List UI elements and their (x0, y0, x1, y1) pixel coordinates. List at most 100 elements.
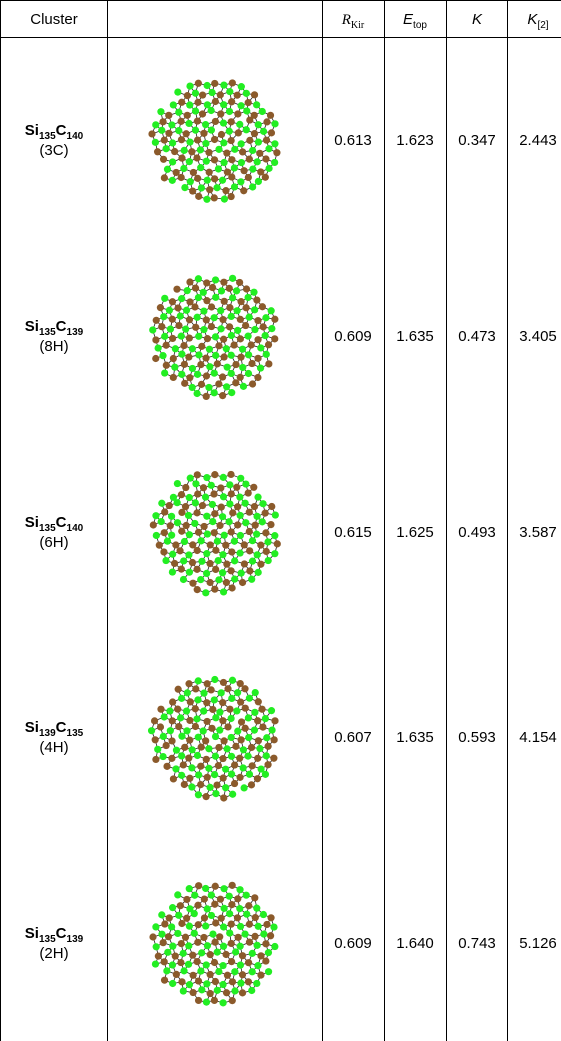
atom (215, 146, 222, 153)
atom (257, 344, 264, 351)
atom (212, 733, 219, 740)
atom (228, 313, 235, 320)
atom (220, 119, 227, 126)
atom (212, 978, 219, 985)
atom (262, 957, 269, 964)
atom (163, 342, 170, 349)
atom (244, 294, 251, 301)
atom (265, 360, 272, 367)
atom (158, 127, 165, 134)
atom (211, 529, 218, 536)
atom (253, 101, 260, 108)
atom (243, 304, 250, 311)
atom (259, 518, 266, 525)
element: C (56, 318, 67, 335)
atom (271, 736, 278, 743)
atom (220, 999, 227, 1006)
atom (237, 961, 244, 968)
atom (239, 579, 246, 586)
atom (185, 942, 192, 949)
atom (231, 987, 238, 994)
cluster-image (148, 79, 280, 203)
atom (195, 677, 202, 684)
table: ClusterRKirEtopKK[2]Si135C140(3C)0.6131.… (0, 0, 561, 1041)
atom (220, 885, 227, 892)
atom (208, 912, 215, 919)
cluster-image (149, 275, 278, 400)
count: 135 (39, 327, 56, 338)
atom (175, 127, 182, 134)
atom (195, 921, 202, 928)
atom (245, 99, 252, 106)
atom (150, 521, 157, 528)
atom (240, 167, 247, 174)
atom (212, 118, 219, 125)
atom (161, 136, 168, 143)
atom (171, 148, 178, 155)
atom (220, 82, 227, 89)
atom (175, 322, 182, 329)
atom (251, 326, 258, 333)
atom (195, 997, 202, 1004)
atom (187, 178, 194, 185)
atom (228, 118, 235, 125)
atom (186, 981, 193, 988)
atom (163, 967, 170, 974)
atom (262, 715, 269, 722)
atom (233, 287, 240, 294)
atom (232, 743, 239, 750)
atom (215, 576, 222, 583)
atom (207, 541, 214, 548)
atom (228, 156, 235, 163)
atom (167, 522, 174, 529)
atom (198, 381, 205, 388)
atom (254, 355, 261, 362)
atom (236, 905, 243, 912)
atom (253, 980, 260, 987)
atom (185, 754, 192, 761)
atom (186, 494, 193, 501)
atom (228, 901, 235, 908)
atom (227, 715, 234, 722)
atom (262, 174, 269, 181)
value-cell: 1.640 (396, 935, 434, 952)
atom (197, 763, 204, 770)
atom (161, 920, 168, 927)
atom (259, 303, 266, 310)
atom (253, 905, 260, 912)
atom (215, 557, 222, 564)
atom (185, 961, 192, 968)
atom (251, 130, 258, 137)
atom (235, 129, 242, 136)
atom (175, 723, 182, 730)
atom (268, 129, 275, 136)
atom (164, 166, 171, 173)
atom (212, 547, 219, 554)
atom (206, 186, 213, 193)
atom (203, 316, 210, 323)
atom (251, 709, 258, 716)
atom (186, 923, 193, 930)
element: Si (25, 514, 39, 531)
atom (192, 107, 199, 114)
atom (193, 509, 200, 516)
atom (220, 794, 227, 801)
atom (214, 987, 221, 994)
atom (206, 346, 213, 353)
atom (211, 175, 218, 182)
atom (234, 327, 241, 334)
atom (197, 361, 204, 368)
atom (234, 307, 241, 314)
atom (203, 372, 210, 379)
atom (219, 962, 226, 969)
atom (158, 500, 165, 507)
atom (246, 939, 253, 946)
atom (222, 187, 229, 194)
atom (226, 108, 233, 115)
atom (254, 962, 261, 969)
atom (182, 326, 189, 333)
atom (271, 140, 278, 147)
atom (226, 910, 233, 917)
atom (157, 723, 164, 730)
element: C (56, 514, 67, 531)
